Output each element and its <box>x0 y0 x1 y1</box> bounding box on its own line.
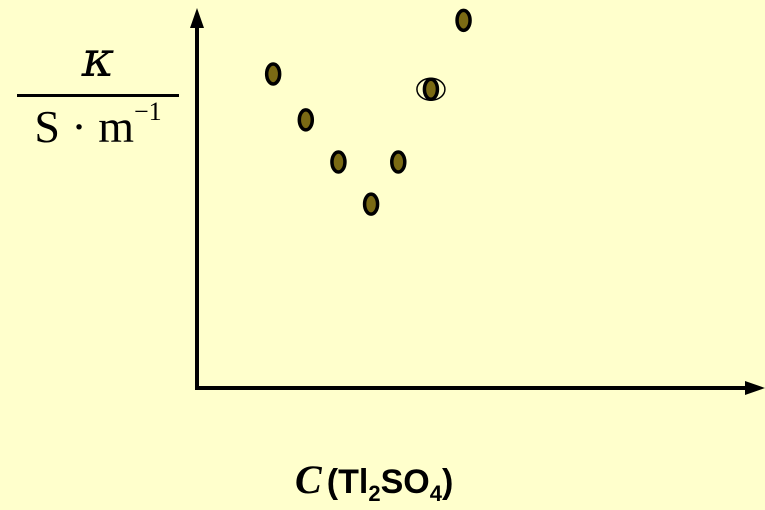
x-formula-part-1: (Tl <box>326 463 369 501</box>
data-point-marker <box>362 192 380 216</box>
y-axis-label-denominator: S · m−1 <box>14 97 182 157</box>
chart-axes <box>190 8 765 395</box>
data-point-marker <box>455 8 472 33</box>
y-axis-label: κ S · m−1 <box>14 30 182 157</box>
x-axis-label: C (Tl2SO4) <box>295 456 454 504</box>
data-point <box>455 8 472 33</box>
data-point <box>264 62 282 86</box>
x-formula-subscript-2: 4 <box>429 480 442 506</box>
data-point-marker <box>330 150 347 174</box>
x-formula-subscript-1: 2 <box>368 480 381 506</box>
y-axis-label-exponent: −1 <box>134 97 162 126</box>
x-axis-arrowhead <box>745 381 765 395</box>
y-axis-label-fraction-bar <box>17 94 179 97</box>
x-axis-label-variable: C <box>295 457 322 502</box>
y-axis-arrowhead <box>190 8 204 28</box>
x-axis-label-formula: (Tl2SO4) <box>326 463 454 504</box>
y-axis-label-numerator: κ <box>81 30 115 88</box>
data-point <box>390 150 407 174</box>
data-point-marker <box>422 77 440 102</box>
data-point-marker <box>264 62 282 86</box>
data-point <box>362 192 380 216</box>
data-point <box>330 150 347 174</box>
y-axis-label-unit: S · m <box>34 101 134 152</box>
x-formula-part-3: ) <box>441 463 454 501</box>
data-point <box>416 77 446 102</box>
data-point-marker <box>297 108 315 132</box>
data-point <box>297 108 315 132</box>
data-points <box>264 8 472 216</box>
x-formula-part-2: SO <box>380 463 430 501</box>
data-point-marker <box>390 150 407 174</box>
